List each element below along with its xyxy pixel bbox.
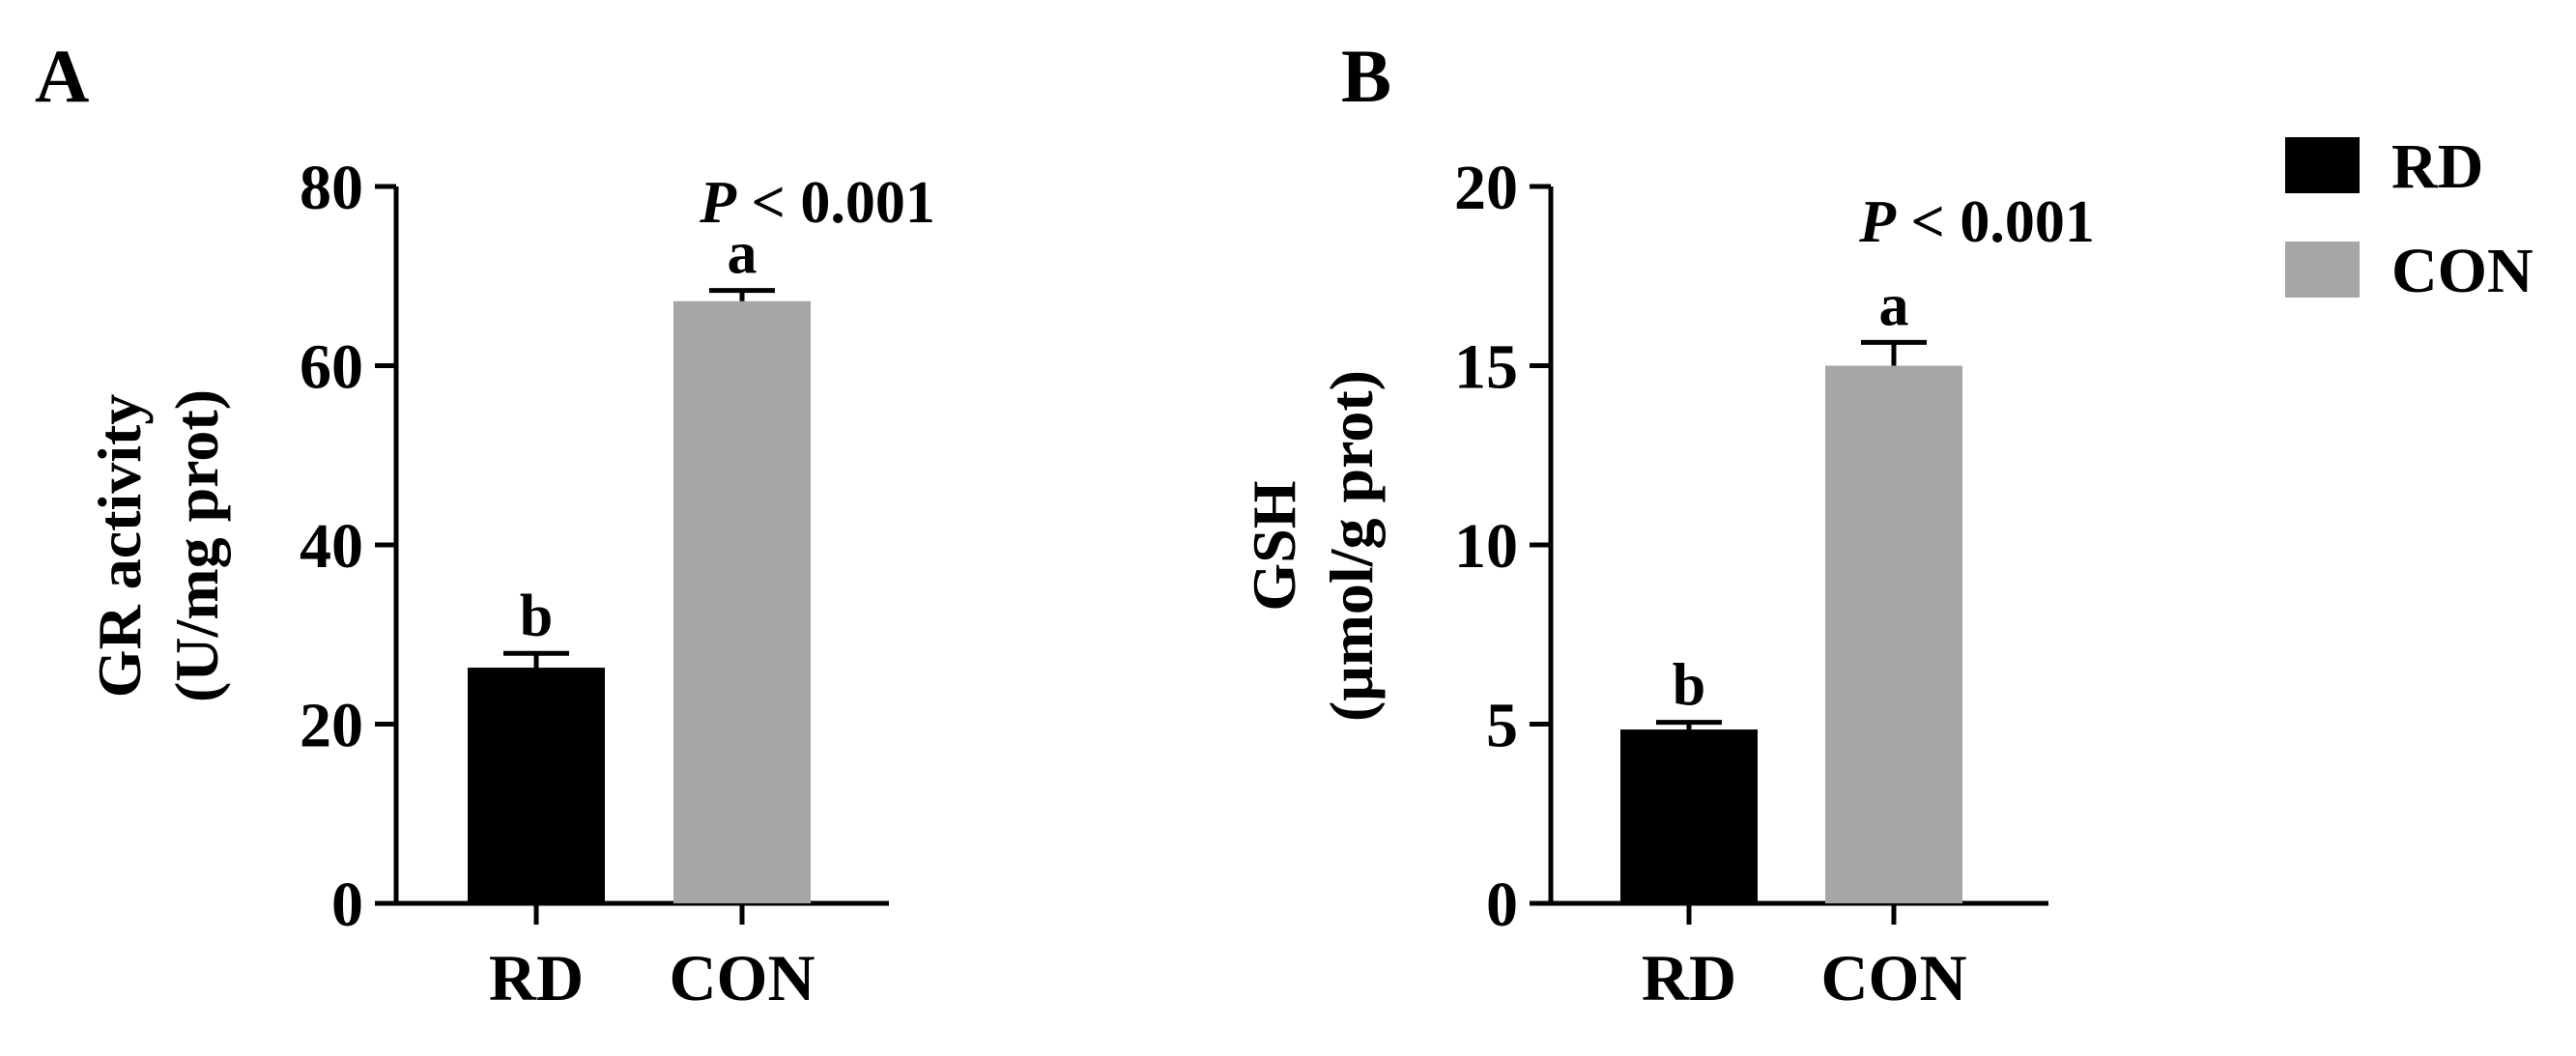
panel-a-x-tick-label: CON (669, 941, 815, 1014)
panel-a-p-text: < 0.001 (736, 170, 935, 236)
panel-a-y-tick-label: 60 (300, 332, 363, 403)
panel-a-y-title-line1: GR activity (85, 394, 154, 699)
panel-a-y-tick-label: 80 (300, 153, 363, 223)
panel-a-p-symbol: P (699, 170, 737, 236)
legend-label-con: CON (2391, 236, 2533, 306)
panel-b-y-tick-label: 10 (1454, 511, 1518, 582)
panel-a-bar-rd (468, 668, 605, 903)
panel-b-y-tick-label: 0 (1486, 870, 1518, 940)
legend-label-rd: RD (2391, 131, 2483, 202)
panel-a-sig-letter-rd: b (520, 584, 553, 649)
panel-a-p-value: P < 0.001 (699, 170, 935, 236)
legend-swatch-con (2285, 242, 2360, 298)
panel-a-sig-letter-con: a (728, 221, 758, 287)
panel-b-p-symbol: P (1858, 189, 1897, 255)
panel-a-y-tick-label: 40 (300, 511, 363, 582)
panel-b-bar-con (1825, 365, 1962, 903)
panel-a-x-tick-label: RD (489, 941, 584, 1014)
legend-swatch-rd (2285, 137, 2360, 193)
panel-a-label: A (35, 34, 89, 118)
panel-b-y-title-line2: (μmol/g prot) (1317, 370, 1386, 722)
panel-b-p-text: < 0.001 (1896, 189, 2095, 255)
panel-a-y-tick-label: 0 (331, 870, 363, 940)
panel-b-y-tick-label: 5 (1486, 691, 1518, 761)
panel-b-y-tick-label: 20 (1454, 153, 1518, 223)
panel-b-x-tick-label: CON (1820, 941, 1966, 1014)
panel-a-y-title-line2: (U/mg prot) (162, 389, 231, 702)
panel-b-label: B (1341, 34, 1391, 118)
panel-a-y-tick-label: 20 (300, 691, 363, 761)
panel-b-sig-letter-rd: b (1673, 653, 1705, 719)
panel-b-sig-letter-con: a (1879, 272, 1909, 338)
panel-b-x-tick-label: RD (1642, 941, 1736, 1014)
panel-a-bar-con (673, 300, 811, 904)
panel-b-p-value: P < 0.001 (1858, 189, 2095, 255)
panel-b-bar-rd (1620, 729, 1758, 903)
panel-b-y-title-line1: GSH (1240, 480, 1308, 611)
panel-b-y-tick-label: 15 (1454, 332, 1518, 403)
